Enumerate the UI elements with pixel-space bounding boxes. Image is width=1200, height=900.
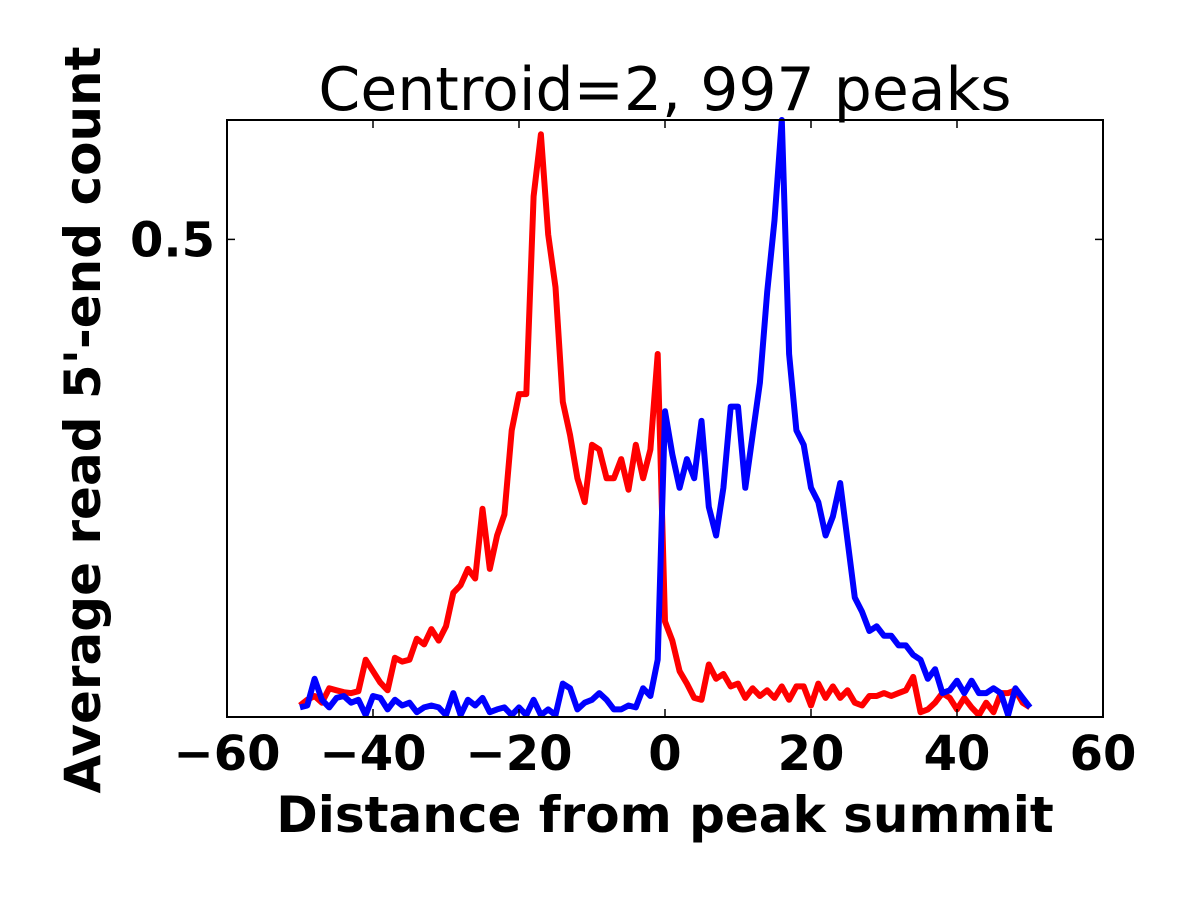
x-tick-label: 40	[924, 726, 991, 782]
plot-lines	[298, 117, 1033, 717]
x-tick-labels: −60 −40 −20 0 20 40 60	[173, 726, 1136, 782]
x-tick-label: −60	[173, 726, 280, 782]
x-tick-label: 20	[778, 726, 845, 782]
y-axis-label: Average read 5'-end count	[54, 46, 112, 793]
y-tick-labels: 0.5	[130, 212, 215, 268]
y-tick-label: 0.5	[130, 212, 215, 268]
x-tick-label: 0	[648, 726, 681, 782]
x-tick-label: −40	[319, 726, 426, 782]
chart-title: Centroid=2, 997 peaks	[318, 55, 1011, 125]
series-line-red	[298, 131, 1032, 717]
x-tick-label: 60	[1070, 726, 1137, 782]
axis-ticks	[226, 120, 1104, 717]
x-tick-label: −20	[465, 726, 572, 782]
x-axis-label: Distance from peak summit	[276, 786, 1054, 844]
series-line-blue	[299, 117, 1033, 717]
